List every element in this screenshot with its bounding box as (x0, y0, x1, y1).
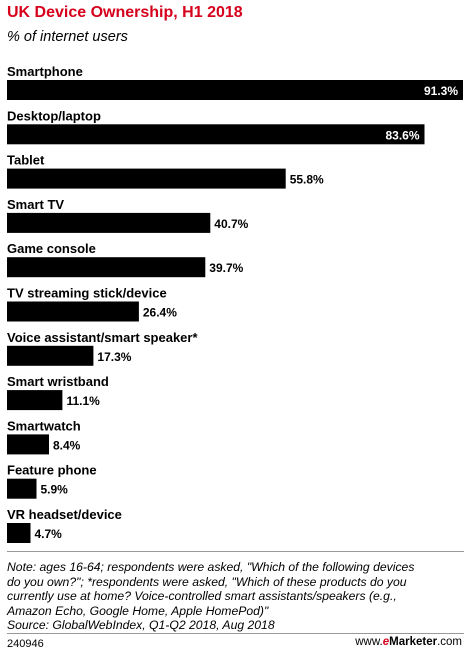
value-label-tv-streaming-stick-device: 26.4% (143, 306, 177, 320)
brand-logo: www.eMarketer.com (355, 636, 462, 648)
note-line-1: Note: ages 16-64; respondents were asked… (7, 560, 415, 574)
bar-game-console (7, 257, 206, 278)
category-label-vr-headset-device: VR headset/device (7, 507, 122, 522)
value-label-smart-tv: 40.7% (214, 217, 248, 231)
footer-divider-top (7, 551, 464, 552)
category-label-voice-assistant-smart-speaker: Voice assistant/smart speaker* (7, 330, 198, 345)
brand-suffix: .com (437, 636, 462, 648)
bar-desktop-laptop (7, 124, 425, 145)
category-label-smart-tv: Smart TV (7, 197, 64, 212)
category-label-desktop-laptop: Desktop/laptop (7, 108, 101, 123)
category-label-tablet: Tablet (7, 153, 45, 168)
category-label-tv-streaming-stick-device: TV streaming stick/device (7, 286, 167, 301)
bar-vr-headset-device (7, 523, 31, 543)
category-label-feature-phone: Feature phone (7, 463, 97, 478)
bar-chart: Smartphone 91.3% Desktop/laptop 83.6% Tablet… (7, 64, 463, 543)
category-label-smartwatch: Smartwatch (7, 418, 81, 433)
value-label-feature-phone: 5.9% (40, 483, 68, 497)
bar-smart-wristband (7, 390, 63, 411)
chart-id: 240946 (7, 638, 44, 650)
bar-voice-assistant-smart-speaker (7, 345, 94, 366)
bar-smartphone (7, 80, 463, 100)
note-line-3: currently use at home? Voice-controlled … (7, 589, 397, 603)
footer-note: Note: ages 16-64; respondents were asked… (7, 560, 465, 633)
footer-divider-bottom (7, 633, 464, 634)
value-label-game-console: 39.7% (209, 261, 243, 275)
source-line: Source: GlobalWebIndex, Q1-Q2 2018, Aug … (7, 618, 275, 632)
brand-e: e (382, 636, 390, 648)
bar-tv-streaming-stick-device (7, 301, 139, 322)
brand-prefix: www. (355, 636, 383, 648)
bar-smart-tv (7, 212, 211, 233)
note-line-2: do you own?"; *respondents were asked, "… (7, 574, 407, 589)
value-label-desktop-laptop: 83.6% (386, 128, 420, 142)
value-label-smartphone: 91.3% (424, 84, 458, 98)
chart-title: UK Device Ownership, H1 2018 (7, 4, 243, 21)
category-label-smartphone: Smartphone (7, 64, 83, 79)
value-label-smart-wristband: 11.1% (66, 394, 100, 408)
bar-feature-phone (7, 478, 37, 499)
value-label-smartwatch: 8.4% (53, 438, 81, 452)
category-label-game-console: Game console (7, 241, 96, 256)
bar-smartwatch (7, 434, 49, 455)
value-label-voice-assistant-smart-speaker: 17.3% (97, 350, 131, 364)
chart-subtitle: % of internet users (7, 29, 128, 45)
category-label-smart-wristband: Smart wristband (7, 374, 109, 389)
value-label-vr-headset-device: 4.7% (34, 527, 62, 541)
brand-name: Marketer (389, 636, 438, 648)
value-label-tablet: 55.8% (290, 173, 324, 187)
note-line-4: Amazon Echo, Google Home, Apple HomePod)… (7, 603, 269, 618)
bar-tablet (7, 168, 286, 189)
